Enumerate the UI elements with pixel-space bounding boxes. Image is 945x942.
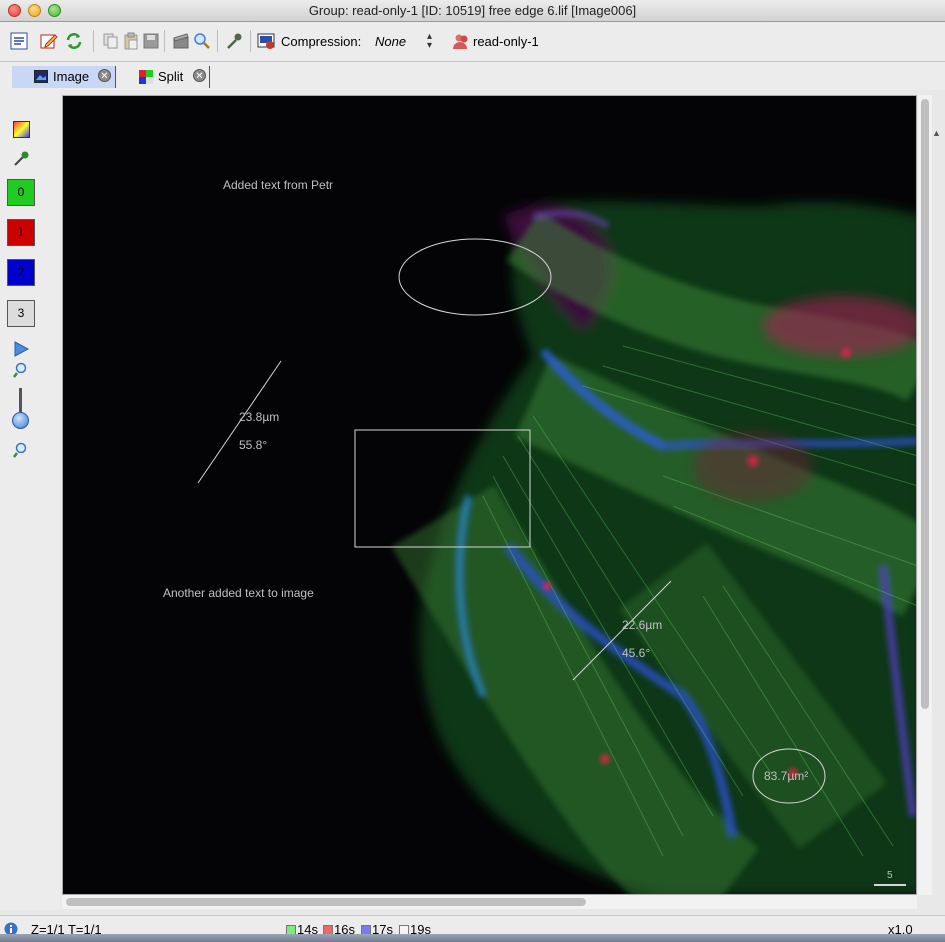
tab-split[interactable]: Split ✕ (135, 66, 210, 88)
info-icon[interactable] (4, 922, 18, 936)
channel-0-button[interactable]: 0 (7, 179, 35, 206)
viewer-toolbar: Compression: None ▴ ▾ read-only-1 (0, 22, 945, 62)
eyedropper-icon[interactable] (12, 150, 30, 168)
close-window-button[interactable] (8, 4, 21, 17)
timing-label: 14s (297, 922, 318, 937)
timing-label: 17s (372, 922, 393, 937)
refresh-icon[interactable] (65, 32, 83, 50)
timing-label: 16s (334, 922, 355, 937)
z-t-position-label: Z=1/1 T=1/1 (31, 922, 102, 937)
channel-1-button[interactable]: 1 (7, 219, 35, 246)
channel-timing-2: 17s (361, 922, 393, 937)
scroll-up-arrow-icon[interactable]: ▲ (932, 128, 941, 138)
close-tab-icon[interactable]: ✕ (193, 69, 206, 82)
rectangle-roi[interactable] (354, 429, 531, 548)
line-roi-2[interactable] (572, 580, 672, 681)
compression-select[interactable]: None (375, 34, 407, 49)
window-title: Group: read-only-1 [ID: 10519] free edge… (308, 3, 637, 18)
tab-image[interactable]: Image ✕ (12, 66, 116, 88)
paste-icon[interactable] (122, 32, 140, 50)
tab-split-label: Split (158, 69, 184, 84)
viewer-sidebar: 0 1 2 3 (0, 90, 60, 910)
channel-3-button[interactable]: 3 (7, 300, 35, 327)
tab-image-label: Image (53, 69, 90, 84)
zoom-slider-thumb[interactable] (12, 412, 29, 429)
zoom-icon[interactable] (193, 32, 211, 50)
vertical-scrollbar[interactable] (918, 95, 932, 895)
line-2-length-label: 22.6µm (622, 618, 663, 632)
image-canvas[interactable]: Added text from Petr Another added text … (62, 95, 917, 895)
minimize-window-button[interactable] (28, 4, 41, 17)
zoom-slider-track[interactable] (19, 388, 22, 416)
toolbar-separator (217, 30, 218, 52)
window-titlebar: Group: read-only-1 [ID: 10519] free edge… (0, 0, 945, 22)
close-tab-icon[interactable]: ✕ (98, 69, 111, 82)
zoom-out-icon[interactable] (12, 442, 30, 458)
line-1-length-label: 23.8µm (239, 410, 280, 424)
color-picker-icon[interactable] (13, 121, 30, 138)
channel-2-button[interactable]: 2 (7, 259, 35, 286)
pick-color-icon[interactable] (225, 32, 243, 50)
edit-rendering-icon[interactable] (40, 32, 58, 50)
compression-label: Compression: (281, 34, 362, 49)
save-disk-icon[interactable] (142, 32, 160, 50)
annotation-text-1[interactable]: Added text from Petr (223, 178, 334, 192)
os-dock-strip (0, 934, 945, 942)
zoom-level-label: x1.0 (888, 922, 913, 937)
save-settings-icon[interactable] (10, 32, 28, 50)
toolbar-separator (93, 30, 94, 52)
split-view-icon (139, 70, 153, 84)
compression-icon (257, 33, 275, 49)
line-2-angle-label: 45.6° (622, 646, 651, 660)
tab-bar: Image ✕ Split ✕ ▲ (0, 62, 945, 138)
image-view-icon (34, 70, 48, 83)
copy-icon[interactable] (102, 32, 120, 50)
scale-bar-label: 5 (887, 870, 893, 881)
group-permissions-icon (453, 34, 468, 49)
timing-label: 19s (410, 922, 431, 937)
ellipse-area-label: 83.7µm² (764, 769, 809, 783)
line-1-angle-label: 55.8° (239, 438, 268, 452)
channel-timing-0: 14s (286, 922, 318, 937)
select-arrows-icon[interactable]: ▴ ▾ (427, 31, 433, 51)
ellipse-roi[interactable] (398, 238, 552, 316)
annotation-text-2[interactable]: Another added text to image (163, 586, 314, 600)
group-label: read-only-1 (473, 34, 539, 49)
microscopy-image[interactable] (63, 96, 917, 895)
toolbar-separator (164, 30, 165, 52)
line-roi-1[interactable] (197, 360, 282, 484)
vertical-scroll-thumb[interactable] (921, 99, 929, 709)
ellipse-roi-area[interactable] (752, 748, 826, 804)
horizontal-scrollbar[interactable] (62, 895, 917, 909)
toolbar-separator (250, 30, 251, 52)
horizontal-scroll-thumb[interactable] (66, 898, 586, 906)
movie-icon[interactable] (173, 32, 191, 50)
play-icon[interactable] (13, 341, 29, 357)
zoom-window-button[interactable] (48, 4, 61, 17)
zoom-in-icon[interactable] (12, 362, 30, 378)
